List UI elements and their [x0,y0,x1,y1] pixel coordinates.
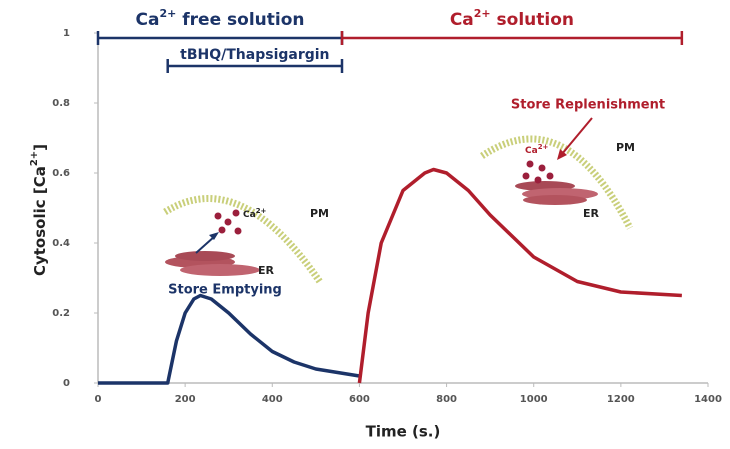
ca-sup: 2+ [538,143,549,151]
y-tick-label: 1 [63,28,70,39]
y-tick-label: 0.2 [52,308,70,319]
er-label: ER [258,264,275,277]
arrow [562,118,592,154]
er [175,251,235,261]
x-tick-label: 1000 [520,394,548,405]
y-title-sup: 2+ [29,151,40,166]
x-axis-title: Time (s.) [366,423,441,441]
caption: Store Replenishment [511,98,665,113]
y-tick-label: 0 [63,378,70,389]
x-tick-label: 200 [175,394,196,405]
span-label: Ca2+ solution [450,7,574,30]
span-rest: free solution [176,10,304,30]
x-tick-label: 600 [349,394,370,405]
x-tick-label: 1200 [607,394,635,405]
er-label: ER [583,207,600,220]
span-text: tBHQ/Thapsigargin [180,47,329,63]
y-axis-title: Cytosolic [Ca2+] [29,144,49,276]
span-text: Ca [136,10,160,30]
x-tick-label: 0 [95,394,102,405]
arrow [196,236,215,253]
span-text: Ca [450,10,474,30]
er [180,264,260,276]
ca-ions [523,161,554,184]
caption: Store Emptying [168,283,282,298]
span-rest: solution [491,10,574,30]
x-tick-label: 400 [262,394,283,405]
chart: PM ER Ca2+ Store Emptying PM ER Ca2+ Sto… [0,0,730,445]
y-title-rest: ] [31,144,49,151]
ca-text: Ca [525,146,538,156]
span-label: Ca2+ free solution [136,7,305,30]
er [523,195,587,205]
span-sup: 2+ [474,7,491,20]
ca-text: Ca [243,210,256,220]
y-title-text: Cytosolic [Ca [31,166,49,276]
pm-label: PM [616,141,635,154]
data-line [359,170,681,384]
y-tick-label: 0.6 [52,168,70,179]
span-label: tBHQ/Thapsigargin [180,47,329,63]
diagram-right: PM ER Ca2+ Store Replenishment [482,98,665,229]
ca-label: Ca2+ [525,143,549,156]
diagram-left: PM ER Ca2+ Store Emptying [165,199,329,298]
x-tick-label: 1400 [694,394,722,405]
ca-ions [215,210,242,235]
x-tick-label: 800 [436,394,457,405]
y-tick-label: 0.8 [52,98,70,109]
pm-label: PM [310,207,329,220]
data-line [98,296,359,384]
ca-sup: 2+ [256,207,267,215]
y-tick-label: 0.4 [52,238,70,249]
span-sup: 2+ [159,7,176,20]
